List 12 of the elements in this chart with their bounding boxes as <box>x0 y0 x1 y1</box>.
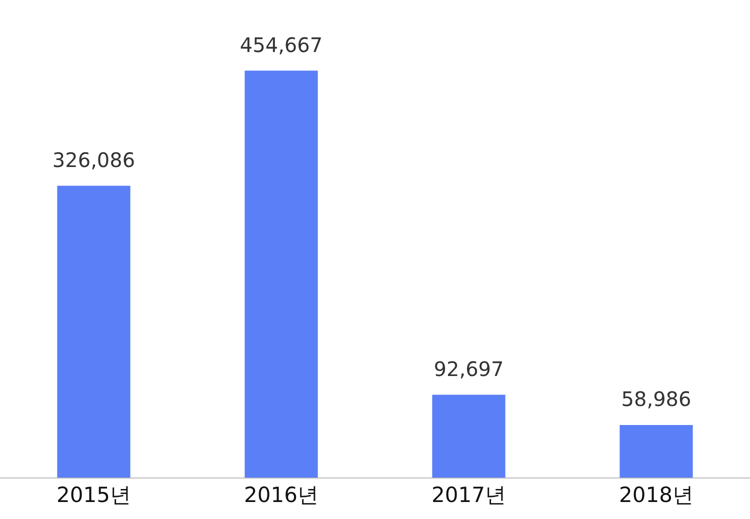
data-label: 58,986 <box>621 387 692 412</box>
bar <box>620 424 693 478</box>
x-tick-label: 2015년 <box>56 482 131 507</box>
bar <box>432 394 506 478</box>
bar <box>244 70 318 478</box>
data-label: 454,667 <box>240 32 323 57</box>
data-label: 326,086 <box>52 148 136 172</box>
data-label: 92,697 <box>434 356 504 381</box>
x-tick-label: 2018년 <box>619 482 694 507</box>
bar <box>57 186 130 478</box>
x-tick-label: 2017년 <box>432 482 506 507</box>
x-tick-label: 2016년 <box>244 482 318 507</box>
